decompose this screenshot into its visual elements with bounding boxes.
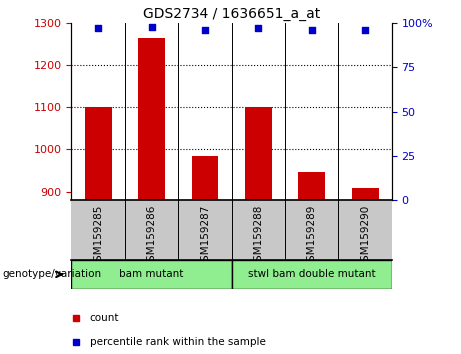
Title: GDS2734 / 1636651_a_at: GDS2734 / 1636651_a_at (143, 7, 320, 21)
Point (308, 27, 315, 33)
Bar (138, 38, 165, 200)
Bar (231, 260, 392, 289)
Bar (192, 156, 219, 200)
Bar (245, 107, 272, 200)
Point (148, 24, 155, 29)
Bar (71, 260, 231, 289)
Text: GSM159288: GSM159288 (254, 205, 263, 268)
Text: percentile rank within the sample: percentile rank within the sample (89, 337, 266, 347)
Point (201, 27, 209, 33)
Text: genotype/variation: genotype/variation (2, 269, 101, 279)
Text: GSM159289: GSM159289 (307, 205, 317, 268)
Text: count: count (89, 313, 119, 323)
Bar (298, 172, 325, 200)
Text: GSM159287: GSM159287 (200, 205, 210, 268)
Text: GSM159290: GSM159290 (360, 205, 370, 268)
Text: stwl bam double mutant: stwl bam double mutant (248, 269, 376, 279)
Bar (85, 107, 112, 200)
Point (361, 27, 369, 33)
Point (95, 25, 102, 31)
Text: GSM159285: GSM159285 (93, 205, 103, 268)
Bar (352, 188, 378, 200)
Text: GSM159286: GSM159286 (147, 205, 157, 268)
Point (254, 25, 262, 31)
Text: bam mutant: bam mutant (119, 269, 184, 279)
